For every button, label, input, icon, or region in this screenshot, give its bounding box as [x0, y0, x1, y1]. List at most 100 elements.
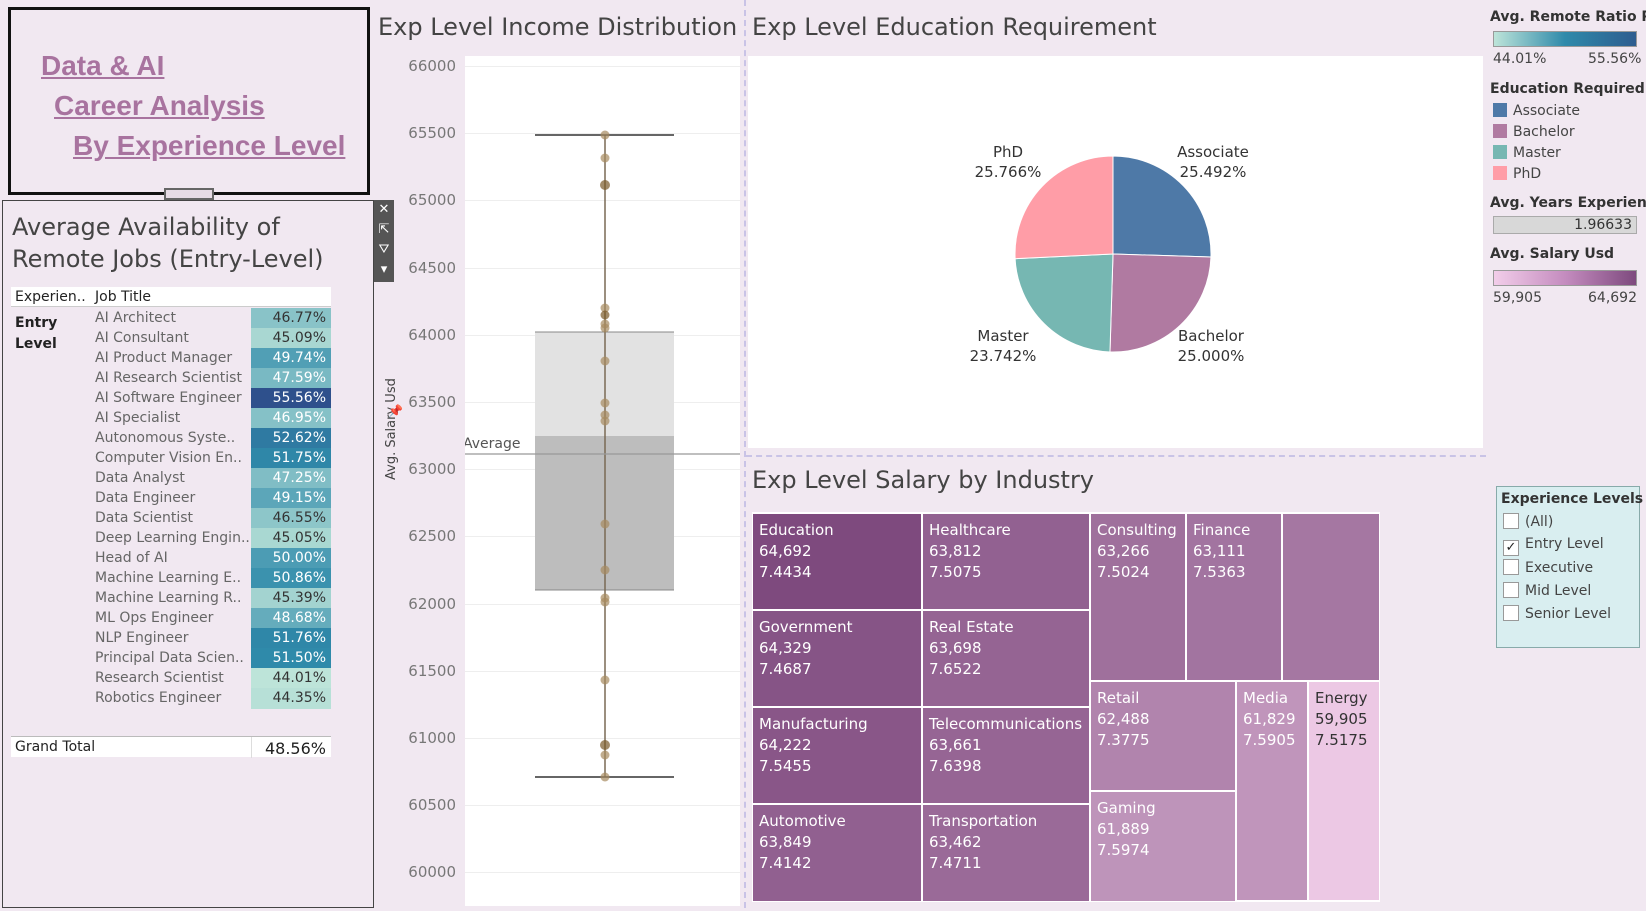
remote-ratio-cell[interactable]: 48.68%: [251, 608, 331, 629]
table-row[interactable]: AI Software Engineer 55.56%: [11, 388, 331, 409]
col-header-experience[interactable]: Experien..: [15, 289, 86, 305]
treemap-cell-retail[interactable]: Retail 62,488 7.3775: [1090, 681, 1236, 791]
dropdown-arrow-icon[interactable]: ▾: [380, 262, 388, 277]
salary-point[interactable]: [600, 180, 610, 190]
table-row[interactable]: Machine Learning R.. 45.39%: [11, 588, 331, 609]
filter-icon[interactable]: ⛛: [378, 242, 390, 257]
remote-ratio-cell[interactable]: 51.75%: [251, 448, 331, 469]
pie-slice-master[interactable]: [1014, 253, 1114, 353]
resize-handle[interactable]: [164, 188, 214, 200]
treemap-cell-healthcare[interactable]: Healthcare 63,812 7.5075: [922, 513, 1090, 610]
pin-icon[interactable]: 📌: [388, 404, 403, 418]
salary-point[interactable]: [600, 153, 610, 163]
salary-point[interactable]: [600, 740, 610, 750]
legend-education-item[interactable]: Bachelor: [1493, 124, 1575, 140]
salary-point[interactable]: [600, 323, 610, 333]
pie-chart-area[interactable]: Associate 25.492% PhD 25.766% Master 23.…: [748, 56, 1483, 448]
remote-ratio-cell[interactable]: 50.00%: [251, 548, 331, 569]
open-external-icon[interactable]: ⇱: [378, 222, 390, 237]
treemap-cell-finance[interactable]: Finance 63,111 7.5363: [1186, 513, 1282, 681]
table-row[interactable]: AI Consultant 45.09%: [11, 328, 331, 349]
treemap-cell-government[interactable]: Government 64,329 7.4687: [752, 610, 922, 707]
remote-ratio-cell[interactable]: 45.39%: [251, 588, 331, 609]
checkbox-icon[interactable]: [1503, 582, 1519, 598]
legend-education-title[interactable]: Education Required: [1490, 81, 1645, 97]
title-line-2[interactable]: Career Analysis: [54, 90, 265, 121]
remote-ratio-cell[interactable]: 44.35%: [251, 688, 331, 709]
treemap-cell-manufacturing[interactable]: Manufacturing 64,222 7.5455: [752, 707, 922, 804]
salary-point[interactable]: [600, 398, 610, 408]
table-row[interactable]: AI Architect 46.77%: [11, 308, 331, 329]
title-line-3[interactable]: By Experience Level: [73, 130, 346, 161]
title-line-1[interactable]: Data & AI: [41, 50, 165, 81]
table-row[interactable]: Autonomous Syste.. 52.62%: [11, 428, 331, 449]
salary-point[interactable]: [600, 772, 610, 782]
salary-point[interactable]: [600, 416, 610, 426]
table-row[interactable]: Head of AI 50.00%: [11, 548, 331, 569]
table-row[interactable]: Machine Learning E.. 50.86%: [11, 568, 331, 589]
table-row[interactable]: NLP Engineer 51.76%: [11, 628, 331, 649]
remote-ratio-cell[interactable]: 45.09%: [251, 328, 331, 349]
table-row[interactable]: AI Product Manager 49.74%: [11, 348, 331, 369]
remote-ratio-cell[interactable]: 44.01%: [251, 668, 331, 689]
legend-years-title[interactable]: Avg. Years Experien..: [1490, 195, 1646, 211]
checkbox-icon[interactable]: [1503, 559, 1519, 575]
remote-jobs-table-panel[interactable]: Average Availability of Remote Jobs (Ent…: [2, 200, 374, 908]
remote-ratio-cell[interactable]: 45.05%: [251, 528, 331, 549]
legend-education-item[interactable]: PhD: [1493, 166, 1541, 182]
pie-slice-associate[interactable]: [1112, 155, 1212, 258]
treemap-cell-gaming[interactable]: Gaming 61,889 7.5974: [1090, 791, 1236, 902]
salary-point[interactable]: [600, 303, 610, 313]
checkbox-checked-icon[interactable]: ✓: [1503, 540, 1519, 556]
table-row[interactable]: AI Specialist 46.95%: [11, 408, 331, 429]
pie-slice-phd[interactable]: [1014, 155, 1114, 260]
filter-option[interactable]: ✓ Entry Level: [1503, 536, 1604, 556]
remote-ratio-cell[interactable]: 51.50%: [251, 648, 331, 669]
treemap-cell-automotive[interactable]: Automotive 63,849 7.4142: [752, 804, 922, 902]
close-icon[interactable]: ✕: [378, 202, 390, 217]
remote-ratio-cell[interactable]: 50.86%: [251, 568, 331, 589]
remote-ratio-cell[interactable]: 49.74%: [251, 348, 331, 369]
checkbox-icon[interactable]: [1503, 605, 1519, 621]
remote-ratio-cell[interactable]: 46.77%: [251, 308, 331, 329]
treemap-cell-transportation[interactable]: Transportation 63,462 7.4711: [922, 804, 1090, 902]
table-row[interactable]: Computer Vision En.. 51.75%: [11, 448, 331, 469]
treemap-cell-energy[interactable]: Energy 59,905 7.5175: [1308, 681, 1380, 901]
legend-education-item[interactable]: Master: [1493, 145, 1561, 161]
table-row[interactable]: Principal Data Scien.. 51.50%: [11, 648, 331, 669]
salary-point[interactable]: [600, 310, 610, 320]
table-row[interactable]: AI Research Scientist 47.59%: [11, 368, 331, 389]
legend-education-item[interactable]: Associate: [1493, 103, 1580, 119]
checkbox-icon[interactable]: [1503, 513, 1519, 529]
treemap-cell-real-estate[interactable]: Real Estate 63,698 7.6522: [922, 610, 1090, 707]
salary-point[interactable]: [600, 130, 610, 140]
table-row[interactable]: ML Ops Engineer 48.68%: [11, 608, 331, 629]
table-row[interactable]: Data Scientist 46.55%: [11, 508, 331, 529]
remote-ratio-cell[interactable]: 52.62%: [251, 428, 331, 449]
salary-point[interactable]: [600, 519, 610, 529]
remote-ratio-cell[interactable]: 46.95%: [251, 408, 331, 429]
remote-ratio-cell[interactable]: 47.59%: [251, 368, 331, 389]
salary-point[interactable]: [600, 597, 610, 607]
table-row[interactable]: Robotics Engineer 44.35%: [11, 688, 331, 709]
remote-ratio-cell[interactable]: 55.56%: [251, 388, 331, 409]
table-row[interactable]: Data Analyst 47.25%: [11, 468, 331, 489]
legend-salary-title[interactable]: Avg. Salary Usd: [1490, 246, 1615, 262]
table-row[interactable]: Deep Learning Engin.. 45.05%: [11, 528, 331, 549]
treemap-cell-consulting[interactable]: Consulting 63,266 7.5024: [1090, 513, 1186, 681]
treemap-cell-unlabeled[interactable]: [1282, 513, 1380, 681]
remote-ratio-cell[interactable]: 51.76%: [251, 628, 331, 649]
salary-point[interactable]: [600, 356, 610, 366]
salary-point[interactable]: [600, 565, 610, 575]
filter-option[interactable]: Senior Level: [1503, 605, 1611, 622]
remote-ratio-cell[interactable]: 47.25%: [251, 468, 331, 489]
treemap-cell-education[interactable]: Education 64,692 7.4434: [752, 513, 922, 610]
filter-option[interactable]: Mid Level: [1503, 582, 1591, 599]
treemap-cell-telecommunications[interactable]: Telecommunications 63,661 7.6398: [922, 707, 1090, 804]
filter-option[interactable]: (All): [1503, 513, 1553, 530]
salary-point[interactable]: [600, 750, 610, 760]
filter-option[interactable]: Executive: [1503, 559, 1593, 576]
table-row[interactable]: Research Scientist 44.01%: [11, 668, 331, 689]
table-row[interactable]: Data Engineer 49.15%: [11, 488, 331, 509]
salary-point[interactable]: [600, 675, 610, 685]
